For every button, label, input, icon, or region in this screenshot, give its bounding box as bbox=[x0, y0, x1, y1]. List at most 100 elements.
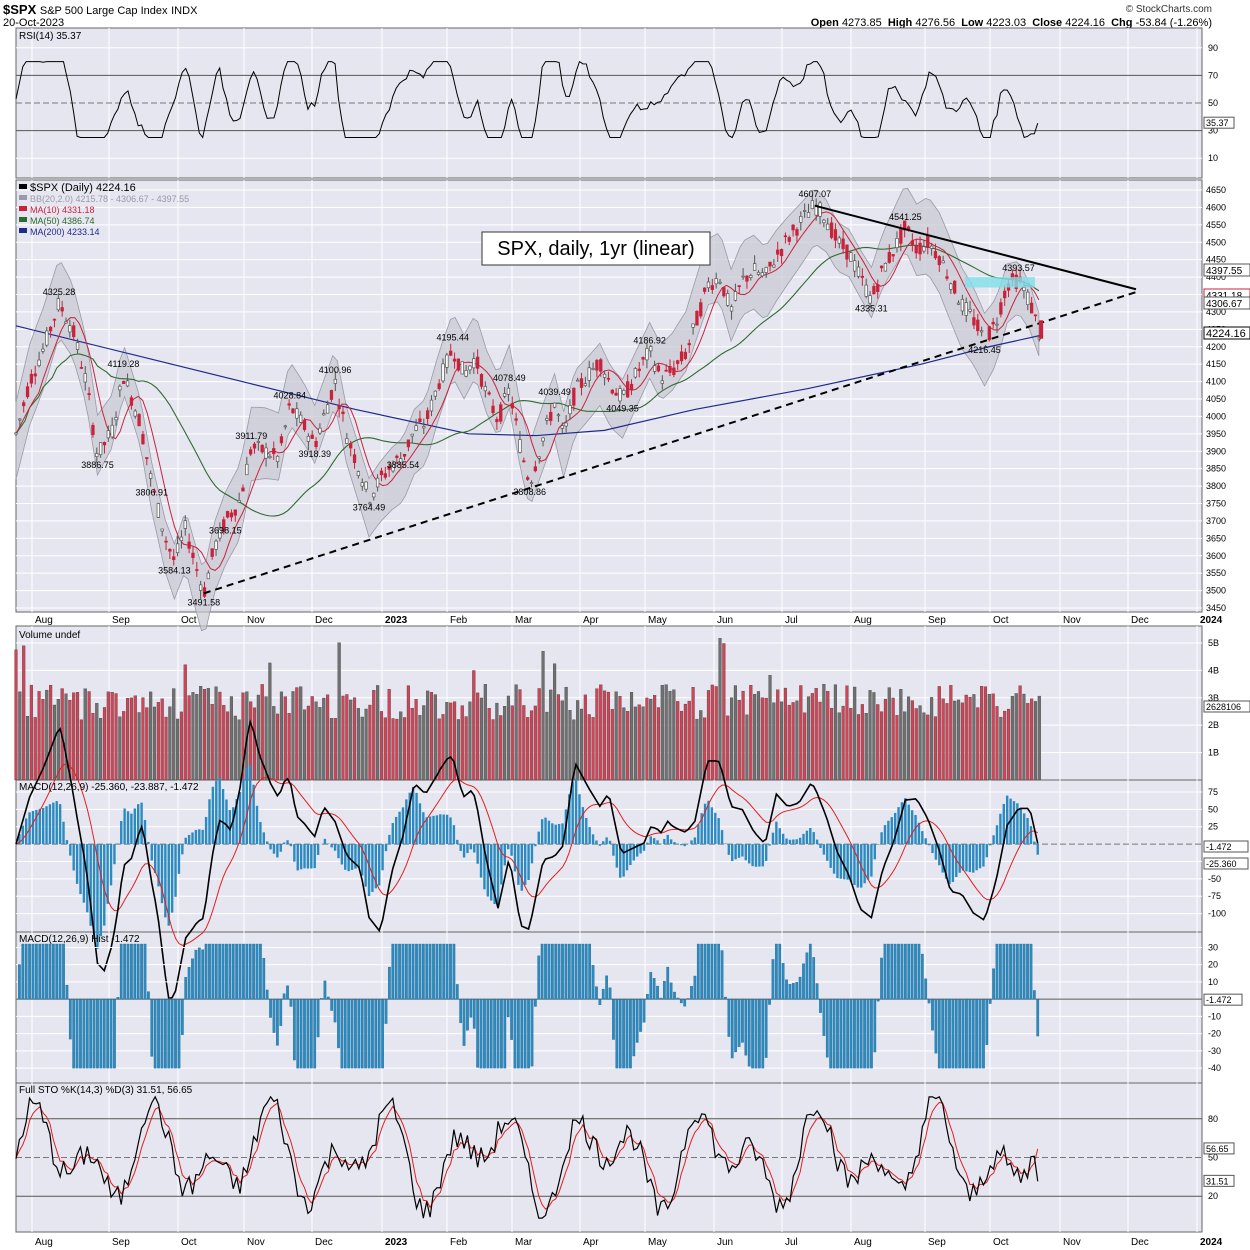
hist-bar bbox=[632, 999, 636, 1057]
hist-bar bbox=[642, 999, 646, 1023]
hist-bar bbox=[910, 943, 914, 1000]
candle bbox=[1003, 290, 1007, 299]
candle bbox=[460, 361, 464, 375]
macd-tag bbox=[1203, 857, 1249, 870]
hist-bar bbox=[937, 999, 941, 1069]
hist-bar bbox=[109, 999, 113, 1069]
macd-hist-bar bbox=[1019, 807, 1022, 845]
candle bbox=[560, 425, 564, 429]
volume-bar bbox=[199, 686, 203, 781]
annotation-box bbox=[481, 231, 711, 266]
hist-bar bbox=[754, 999, 758, 1069]
hist-bar bbox=[208, 943, 211, 1000]
macd-hist-bar bbox=[629, 844, 632, 866]
volume-bar bbox=[206, 688, 210, 781]
volume-bar bbox=[856, 714, 861, 781]
candle bbox=[272, 448, 276, 455]
hist-bar bbox=[571, 943, 575, 1000]
hist-bar bbox=[140, 943, 143, 1000]
x-tick-label: Dec bbox=[315, 615, 333, 626]
volume-bar bbox=[699, 710, 703, 781]
candle bbox=[960, 298, 965, 312]
volume-bar bbox=[314, 701, 318, 781]
x-tick-label: Sep bbox=[112, 1237, 130, 1248]
candle bbox=[264, 447, 268, 459]
rsi-tick: 70 bbox=[1208, 70, 1218, 80]
hist-bar bbox=[425, 943, 429, 1000]
volume-bar bbox=[553, 663, 557, 781]
price-label: 4195.44 bbox=[436, 332, 469, 342]
candle bbox=[714, 278, 718, 285]
macd-hist-bar bbox=[520, 844, 523, 891]
macd-hist-bar bbox=[754, 844, 758, 867]
candle bbox=[637, 368, 641, 372]
volume-bar bbox=[302, 709, 307, 781]
macd-tick: 50 bbox=[1208, 804, 1218, 814]
macd-hist-bar bbox=[422, 812, 425, 845]
candle bbox=[895, 238, 899, 248]
macd-hist-bar bbox=[934, 844, 938, 860]
macd-hist-bar bbox=[527, 844, 530, 881]
ma50-line bbox=[15, 244, 1040, 517]
macd-hist-bar bbox=[652, 838, 656, 845]
macd-hist-bar bbox=[160, 844, 164, 904]
macd-hist-bar bbox=[153, 844, 157, 874]
macd-hist-bar bbox=[164, 844, 167, 918]
macd-hist-bar bbox=[62, 821, 65, 845]
price-label: 4100.96 bbox=[319, 365, 352, 375]
candle bbox=[110, 424, 114, 438]
hist-bar bbox=[164, 999, 167, 1069]
volume-bar bbox=[441, 714, 445, 781]
volume-bar bbox=[306, 705, 310, 781]
macd-hist-bar bbox=[313, 844, 316, 869]
hist-bar bbox=[411, 943, 415, 1000]
x-tick-label: Nov bbox=[1063, 1237, 1081, 1248]
sto-legend: Full STO %K(14,3) %D(3) 31.51, 56.65 bbox=[19, 1085, 193, 1096]
volume-bar bbox=[491, 719, 495, 781]
hist-bar bbox=[18, 964, 21, 1000]
volume-bar bbox=[172, 688, 176, 781]
hist-bar bbox=[978, 999, 982, 1069]
volume-bar bbox=[933, 716, 938, 781]
hist-bar bbox=[75, 999, 79, 1069]
hist-bar bbox=[381, 999, 384, 1069]
sto-tick: 50 bbox=[1208, 1153, 1218, 1163]
macd-hist-bar bbox=[140, 802, 143, 845]
hist-bar bbox=[130, 943, 133, 1000]
volume-bar bbox=[833, 684, 837, 781]
macd-hist-bar bbox=[41, 807, 45, 845]
volume-bar bbox=[510, 705, 514, 781]
volume-bar bbox=[410, 708, 414, 781]
candle bbox=[652, 365, 657, 372]
volume-bar bbox=[495, 702, 499, 781]
hist-bar bbox=[418, 943, 422, 1000]
hist-bar bbox=[679, 999, 683, 1004]
volume-bar bbox=[191, 692, 195, 781]
candle bbox=[668, 365, 672, 373]
candle bbox=[98, 442, 103, 455]
volume-bar bbox=[756, 691, 761, 781]
macd-hist-bar bbox=[921, 831, 924, 845]
macd-hist-bar bbox=[181, 844, 184, 855]
macd-hist-bar bbox=[893, 812, 897, 845]
candle bbox=[541, 437, 545, 442]
macd-hist-bar bbox=[79, 844, 82, 895]
hist-bar bbox=[574, 943, 578, 1000]
candle bbox=[402, 453, 407, 457]
hist-bar bbox=[520, 999, 524, 1069]
hist-bar bbox=[51, 943, 55, 1000]
volume-bar bbox=[160, 698, 164, 781]
hist-value: -1.472 bbox=[1206, 995, 1232, 1005]
volume-bar bbox=[726, 715, 730, 781]
volume-bar bbox=[614, 691, 618, 781]
volume-bar bbox=[522, 705, 526, 781]
macd-hist-bar bbox=[445, 814, 449, 845]
macd-hist-bar bbox=[252, 784, 255, 845]
volume-bar bbox=[610, 709, 614, 781]
candle bbox=[595, 359, 599, 371]
candle bbox=[475, 356, 480, 369]
volume-bar bbox=[529, 710, 534, 781]
hist-bar bbox=[883, 943, 887, 1000]
macd-hist-bar bbox=[490, 844, 493, 901]
volume-bar bbox=[364, 708, 368, 781]
